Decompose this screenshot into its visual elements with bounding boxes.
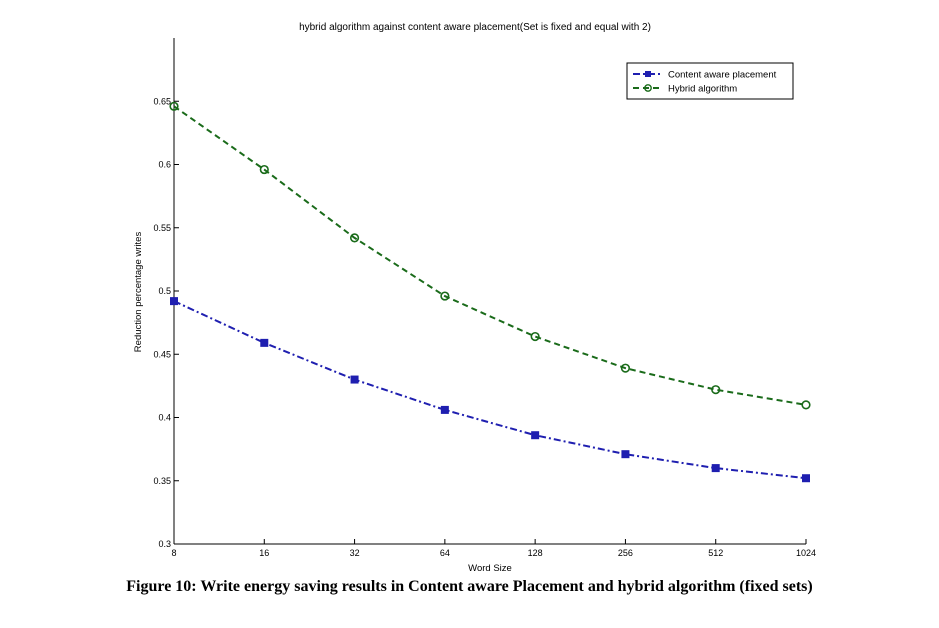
y-tick-label: 0.4 (158, 413, 171, 423)
series-line (173, 105, 807, 406)
x-tick-label: 512 (708, 548, 723, 558)
y-tick-label: 0.6 (158, 160, 171, 170)
data-point (440, 405, 449, 414)
chart: hybrid algorithm against content aware p… (133, 22, 816, 574)
y-axis-ticks: 0.3 0.35 0.4 0.45 0.5 0.55 0.6 0.65 (153, 96, 179, 549)
series-2 (169, 101, 811, 410)
x-tick-label: 64 (440, 548, 450, 558)
x-axis-ticks: 8 16 32 64 128 256 512 1024 (171, 539, 816, 558)
legend-marker (645, 71, 651, 77)
data-point (169, 101, 179, 111)
x-axis-label: Word Size (468, 563, 512, 574)
data-point (711, 385, 721, 395)
legend-item: Hybrid algorithm (633, 84, 737, 95)
data-point (711, 464, 720, 473)
legend-marker (644, 84, 652, 92)
legend-item: Content aware placement (633, 70, 777, 81)
y-tick-label: 0.35 (153, 476, 171, 486)
x-tick-label: 32 (350, 548, 360, 558)
x-tick-label: 128 (528, 548, 543, 558)
y-tick-label: 0.65 (153, 96, 171, 106)
y-axis-label: Reduction percentage writes (133, 232, 144, 353)
legend: Content aware placement Hybrid algorithm (626, 62, 794, 100)
data-point (349, 233, 360, 243)
figure-caption: Figure 10: Write energy saving results i… (126, 578, 813, 595)
data-point (440, 291, 450, 301)
legend-label: Content aware placement (668, 70, 777, 81)
data-point (802, 474, 810, 483)
series-layer (169, 101, 811, 483)
data-point (259, 164, 269, 175)
data-point (621, 450, 630, 459)
data-point (620, 363, 631, 373)
x-tick-label: 8 (171, 548, 176, 558)
data-point (260, 338, 269, 347)
y-tick-label: 0.3 (158, 539, 171, 549)
y-tick-label: 0.5 (158, 286, 171, 296)
x-tick-label: 1024 (796, 548, 816, 558)
y-tick-label: 0.45 (153, 349, 171, 359)
legend-label: Hybrid algorithm (668, 84, 737, 95)
data-point (350, 375, 359, 384)
data-point (530, 331, 540, 342)
series-1 (170, 297, 810, 483)
legend-box (626, 62, 794, 100)
chart-title: hybrid algorithm against content aware p… (299, 22, 651, 33)
data-point (170, 297, 178, 306)
data-point (531, 431, 540, 440)
x-tick-label: 16 (259, 548, 269, 558)
data-point (801, 400, 811, 410)
series-line (173, 300, 807, 480)
y-tick-label: 0.55 (153, 223, 171, 233)
x-tick-label: 256 (618, 548, 633, 558)
